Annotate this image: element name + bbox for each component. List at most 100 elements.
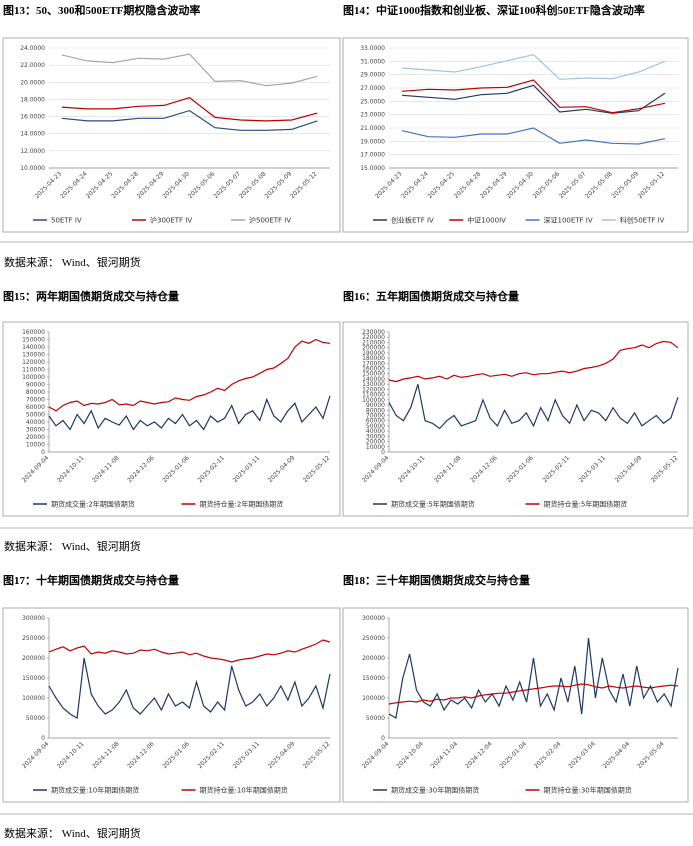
series-line (61, 97, 318, 122)
x-tick-label: 2025-02-04 (533, 740, 563, 770)
x-tick-label: 2024-09-04 (361, 454, 391, 484)
series-line (48, 338, 331, 412)
x-tick-label: 2025-04-24 (400, 170, 430, 200)
x-tick-label: 2024-09-04 (21, 454, 51, 484)
legend-label: 期货成交量:2年期国债期货 (51, 500, 135, 509)
y-tick-label: 18.0000 (20, 96, 45, 103)
x-tick-label: 2025-04-30 (505, 170, 535, 200)
y-tick-label: 140000 (22, 344, 45, 351)
x-tick-label: 2025-03-11 (232, 454, 262, 484)
x-tick-label: 2025-03-04 (567, 740, 597, 770)
legend-label: 中证1000IV (467, 216, 506, 225)
y-tick-label: 10000 (26, 442, 45, 449)
series-line (388, 683, 679, 705)
y-tick-label: 33.0000 (360, 45, 385, 52)
y-tick-label: 200000 (362, 655, 385, 662)
y-tick-label: 19.0000 (360, 138, 385, 145)
y-tick-label: 40000 (366, 428, 385, 435)
x-tick-label: 2024-12-06 (126, 454, 156, 484)
y-tick-label: 16.0000 (20, 114, 45, 121)
legend-label: 沪500ETF IV (249, 216, 291, 225)
y-tick-label: 150000 (22, 337, 45, 344)
y-tick-label: 250000 (362, 635, 385, 642)
y-tick-label: 0 (381, 735, 385, 742)
y-tick-label: 20000 (26, 434, 45, 441)
y-tick-label: 70000 (366, 412, 385, 419)
y-tick-label: 17.0000 (360, 152, 385, 159)
x-tick-label: 2025-05-06 (532, 170, 562, 200)
x-tick-label: 2025-04-28 (453, 170, 483, 200)
y-tick-label: 50000 (366, 423, 385, 430)
y-tick-label: 0 (41, 735, 45, 742)
chart-title: 图15：两年期国债期货成交与持仓量 (3, 289, 179, 303)
y-tick-label: 25.0000 (360, 98, 385, 105)
y-tick-label: 20.0000 (20, 79, 45, 86)
x-tick-label: 2025-05-09 (610, 170, 640, 200)
y-tick-label: 80000 (366, 407, 385, 414)
y-tick-label: 130000 (22, 352, 45, 359)
y-tick-label: 50000 (26, 412, 45, 419)
series-line (61, 53, 318, 87)
series-line (402, 54, 666, 80)
x-tick-label: 2024-12-06 (469, 454, 499, 484)
source-note: 数据来源： Wind、银河期货 (4, 826, 141, 840)
y-tick-label: 29.0000 (360, 72, 385, 79)
y-tick-label: 21.0000 (360, 125, 385, 132)
x-tick-label: 2025-05-04 (636, 740, 666, 770)
y-tick-label: 130000 (362, 381, 385, 388)
chart-frame (342, 321, 689, 517)
y-tick-label: 230000 (362, 329, 385, 336)
source-note: 数据来源： Wind、银河期货 (4, 539, 141, 553)
legend-label: 期货成交量:10年期国债期货 (51, 786, 139, 795)
y-tick-label: 100000 (362, 397, 385, 404)
x-tick-label: 2025-01-06 (505, 454, 535, 484)
x-tick-label: 2025-01-06 (161, 454, 191, 484)
y-tick-label: 160000 (362, 366, 385, 373)
legend-label: 期货成交量:5年期国债期货 (391, 500, 475, 509)
legend-label: 期货成交量:30年期国债期货 (391, 786, 479, 795)
y-tick-label: 210000 (362, 339, 385, 346)
x-tick-label: 2025-02-11 (196, 740, 226, 770)
y-tick-label: 50000 (366, 715, 385, 722)
y-tick-label: 0 (41, 449, 45, 456)
y-tick-label: 150000 (22, 675, 45, 682)
x-tick-label: 2025-05-08 (584, 170, 614, 200)
legend-label: 深证100ETF IV (544, 216, 593, 225)
chart-title: 图16：五年期国债期货成交与持仓量 (343, 289, 519, 303)
chart-title: 图18：三十年期国债期货成交与持仓量 (343, 573, 530, 587)
x-tick-label: 2025-05-12 (289, 170, 319, 200)
x-tick-label: 2025-01-06 (161, 740, 191, 770)
y-tick-label: 100000 (22, 695, 45, 702)
legend-label: 期货持仓量:5年期国债期货 (544, 500, 628, 509)
series-line (388, 637, 679, 719)
x-tick-label: 2025-04-23 (374, 170, 404, 200)
y-tick-label: 180000 (362, 355, 385, 362)
series-line (61, 109, 318, 131)
y-tick-label: 22.0000 (20, 62, 45, 69)
y-tick-label: 100000 (22, 374, 45, 381)
y-tick-label: 90000 (26, 382, 45, 389)
y-tick-label: 50000 (26, 715, 45, 722)
x-tick-label: 2025-03-11 (578, 454, 608, 484)
x-tick-label: 2024-10-11 (56, 454, 86, 484)
x-tick-label: 2025-05-12 (302, 740, 332, 770)
chart-frame (342, 37, 689, 233)
x-tick-label: 2025-04-25 (426, 170, 456, 200)
y-tick-label: 200000 (22, 655, 45, 662)
legend-label: 沪300ETF IV (150, 216, 192, 225)
y-tick-label: 150000 (362, 371, 385, 378)
y-tick-label: 30000 (26, 427, 45, 434)
y-tick-label: 160000 (22, 329, 45, 336)
y-tick-label: 100000 (362, 695, 385, 702)
x-tick-label: 2024-12-04 (464, 740, 494, 770)
series-line (48, 395, 331, 431)
y-tick-label: 10000 (366, 444, 385, 451)
x-tick-label: 2025-02-11 (541, 454, 571, 484)
y-tick-label: 23.0000 (360, 112, 385, 119)
series-line (401, 127, 666, 145)
series-line (48, 657, 331, 719)
y-tick-label: 27.0000 (360, 85, 385, 92)
legend-label: 期货持仓量:30年期国债期货 (544, 786, 632, 795)
y-tick-label: 300000 (362, 615, 385, 622)
